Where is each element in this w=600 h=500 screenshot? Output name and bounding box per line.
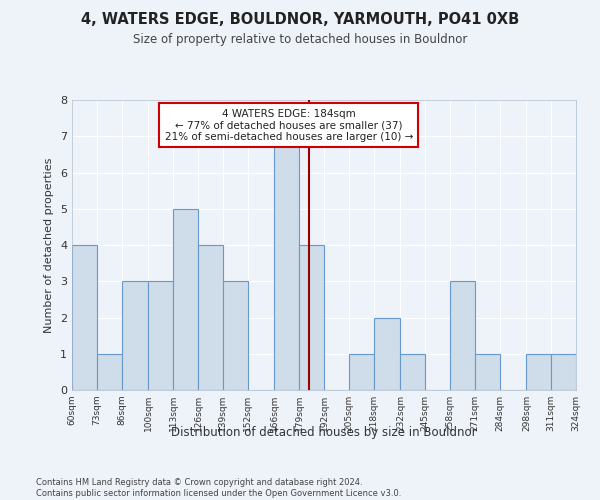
Bar [198, 245, 223, 390]
Text: Contains HM Land Registry data © Crown copyright and database right 2024.
Contai: Contains HM Land Registry data © Crown c… [36, 478, 401, 498]
Bar [148, 281, 173, 390]
Bar [374, 318, 400, 390]
Bar [299, 245, 324, 390]
Text: 4, WATERS EDGE, BOULDNOR, YARMOUTH, PO41 0XB: 4, WATERS EDGE, BOULDNOR, YARMOUTH, PO41… [81, 12, 519, 28]
Text: 4 WATERS EDGE: 184sqm
← 77% of detached houses are smaller (37)
21% of semi-deta: 4 WATERS EDGE: 184sqm ← 77% of detached … [164, 108, 413, 142]
Bar [400, 354, 425, 390]
Bar [450, 281, 475, 390]
Bar [274, 136, 299, 390]
Bar [526, 354, 551, 390]
Text: Distribution of detached houses by size in Bouldnor: Distribution of detached houses by size … [171, 426, 477, 439]
Bar [551, 354, 576, 390]
Bar [72, 245, 97, 390]
Bar [475, 354, 500, 390]
Text: Size of property relative to detached houses in Bouldnor: Size of property relative to detached ho… [133, 32, 467, 46]
Bar [173, 209, 198, 390]
Bar [97, 354, 122, 390]
Bar [223, 281, 248, 390]
Bar [349, 354, 374, 390]
Y-axis label: Number of detached properties: Number of detached properties [44, 158, 55, 332]
Bar [122, 281, 148, 390]
